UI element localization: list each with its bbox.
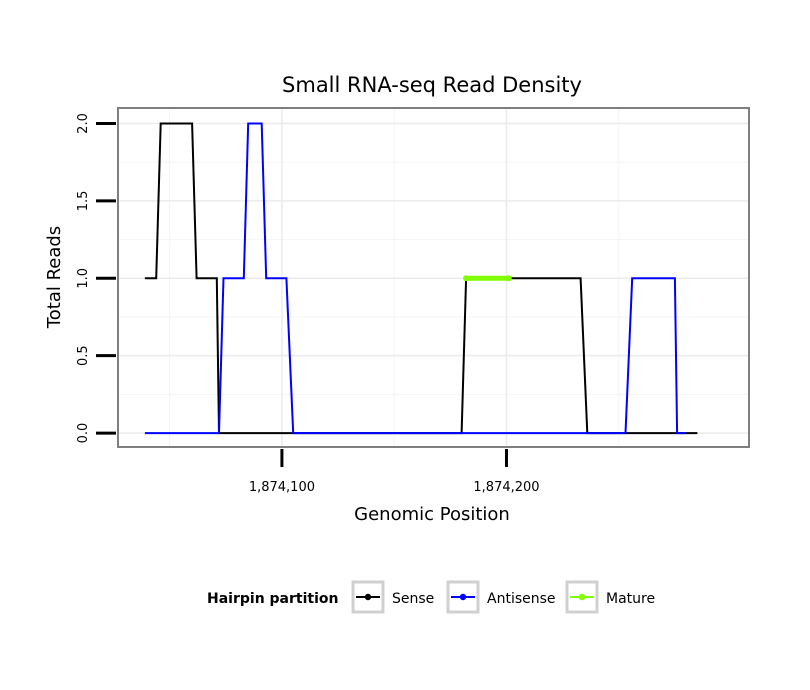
x-axis-title: Genomic Position bbox=[354, 504, 510, 525]
y-tick-label: 1.0 bbox=[76, 268, 91, 289]
legend-point-sense bbox=[364, 593, 372, 601]
series-point-mature bbox=[463, 275, 470, 282]
legend-title: Hairpin partition bbox=[207, 591, 338, 607]
y-tick-label: 2.0 bbox=[76, 113, 91, 134]
x-tick-label: 1,874,200 bbox=[473, 480, 539, 495]
plot-area: 0.0 0.5 1.0 1.5 2.0 1,874,100 1,874,200 bbox=[76, 107, 750, 495]
legend-item-sense: Sense bbox=[351, 580, 434, 614]
legend-item-antisense: Antisense bbox=[446, 580, 556, 614]
chart-title: Small RNA-seq Read Density bbox=[282, 73, 582, 97]
series-point-mature bbox=[505, 275, 512, 282]
series-line-antisense bbox=[144, 122, 687, 435]
y-axis-title: Total Reads bbox=[44, 226, 65, 329]
legend-point-antisense bbox=[459, 593, 467, 601]
y-tick-label: 0.5 bbox=[76, 345, 91, 366]
x-tick-label: 1,874,100 bbox=[249, 480, 315, 495]
legend-item-mature: Mature bbox=[565, 580, 655, 614]
legend-label-antisense: Antisense bbox=[487, 591, 556, 607]
y-tick-label: 1.5 bbox=[76, 191, 91, 212]
legend-label-mature: Mature bbox=[606, 591, 655, 607]
panel-border bbox=[117, 107, 750, 448]
y-tick-label: 0.0 bbox=[76, 423, 91, 444]
legend-label-sense: Sense bbox=[392, 591, 434, 607]
legend-point-mature bbox=[578, 593, 586, 601]
legend: Hairpin partition Sense Antisense Mature bbox=[207, 580, 655, 614]
